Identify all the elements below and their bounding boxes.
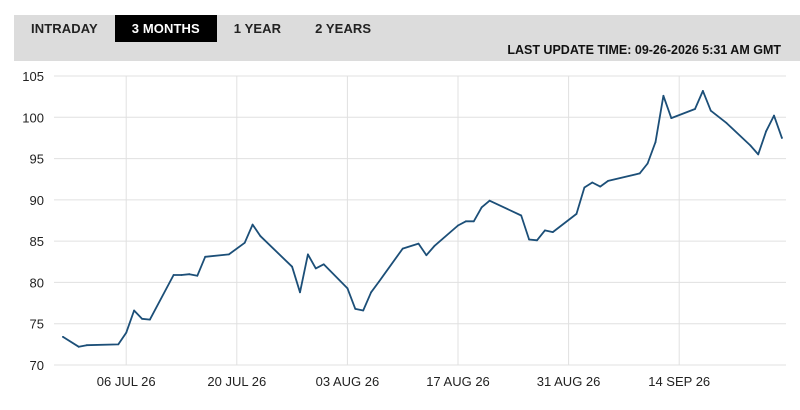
last-update-time: LAST UPDATE TIME: 09-26-2026 5:31 AM GMT [507,43,781,57]
data-point [196,274,199,277]
data-point [781,137,783,139]
y-tick-label: 70 [30,358,44,373]
data-point [243,241,246,244]
data-point [204,255,207,258]
data-point [575,213,578,215]
data-point [228,253,230,256]
data-point [346,287,349,290]
data-point [670,117,673,119]
data-point [583,186,586,189]
y-tick-label: 100 [22,110,44,125]
data-point [536,239,538,242]
data-point [180,274,183,276]
range-toolbar: INTRADAY 3 MONTHS 1 YEAR 2 YEARS LAST UP… [14,15,800,61]
data-point [117,343,120,346]
data-point [417,242,420,245]
price-chart: 70 75 80 85 90 95 100 105 06 JUL 26 20 JUL 26 03 A… [22,69,786,389]
data-point [188,273,191,276]
data-point [551,231,554,234]
data-point [172,274,175,276]
data-point [638,172,641,175]
data-point [646,162,649,165]
data-point [773,114,775,117]
x-tick-label: 20 JUL 26 [207,374,266,389]
data-point [488,199,491,202]
data-point [251,223,254,226]
range-tabs: INTRADAY 3 MONTHS 1 YEAR 2 YEARS [14,15,388,42]
tab-3-months[interactable]: 3 MONTHS [114,15,217,42]
data-point [401,247,404,250]
data-point [725,122,728,124]
data-point [307,253,309,256]
data-point [354,308,357,310]
x-tick-label: 03 AUG 26 [316,374,380,389]
data-point [62,336,64,338]
data-point [662,94,665,97]
tab-1-year[interactable]: 1 YEAR [233,21,282,36]
data-point [378,280,380,283]
data-point [314,267,317,270]
data-point [133,309,136,312]
y-tick-label: 90 [30,193,44,208]
x-tick-label: 17 AUG 26 [426,374,490,389]
data-point [322,263,325,266]
data-point [607,180,609,182]
tab-intraday[interactable]: INTRADAY [31,21,98,36]
y-tick-label: 80 [30,275,44,290]
data-point [425,254,428,257]
data-point [465,220,467,223]
data-point [433,245,436,248]
data-point [141,317,143,320]
data-point [85,344,88,347]
price-line [62,89,783,348]
data-point [149,318,151,321]
y-tick-label: 105 [22,69,44,84]
data-point [765,130,767,133]
data-point [544,229,546,232]
data-point [125,331,128,334]
y-tick-label: 95 [30,152,44,167]
data-point [694,108,696,110]
y-tick-label: 85 [30,234,44,249]
data-point [520,214,523,217]
y-tick-label: 75 [30,317,44,332]
data-point [599,185,602,188]
data-point [291,265,293,268]
tab-2-years[interactable]: 2 YEARS [315,21,372,36]
data-point [749,144,752,147]
x-tick-label: 06 JUL 26 [97,374,156,389]
data-point [654,141,657,143]
data-point [472,220,475,223]
data-point [259,235,262,238]
data-point [702,90,704,92]
data-point [480,206,483,209]
data-point [528,238,530,241]
data-point [457,224,459,227]
data-point [362,309,365,312]
data-point [77,345,80,348]
data-point [591,181,594,184]
x-tick-label: 31 AUG 26 [537,374,601,389]
data-point [757,153,760,156]
data-point [709,109,712,112]
data-point [299,291,301,294]
x-tick-label: 14 SEP 26 [648,374,710,389]
data-point [370,291,372,294]
